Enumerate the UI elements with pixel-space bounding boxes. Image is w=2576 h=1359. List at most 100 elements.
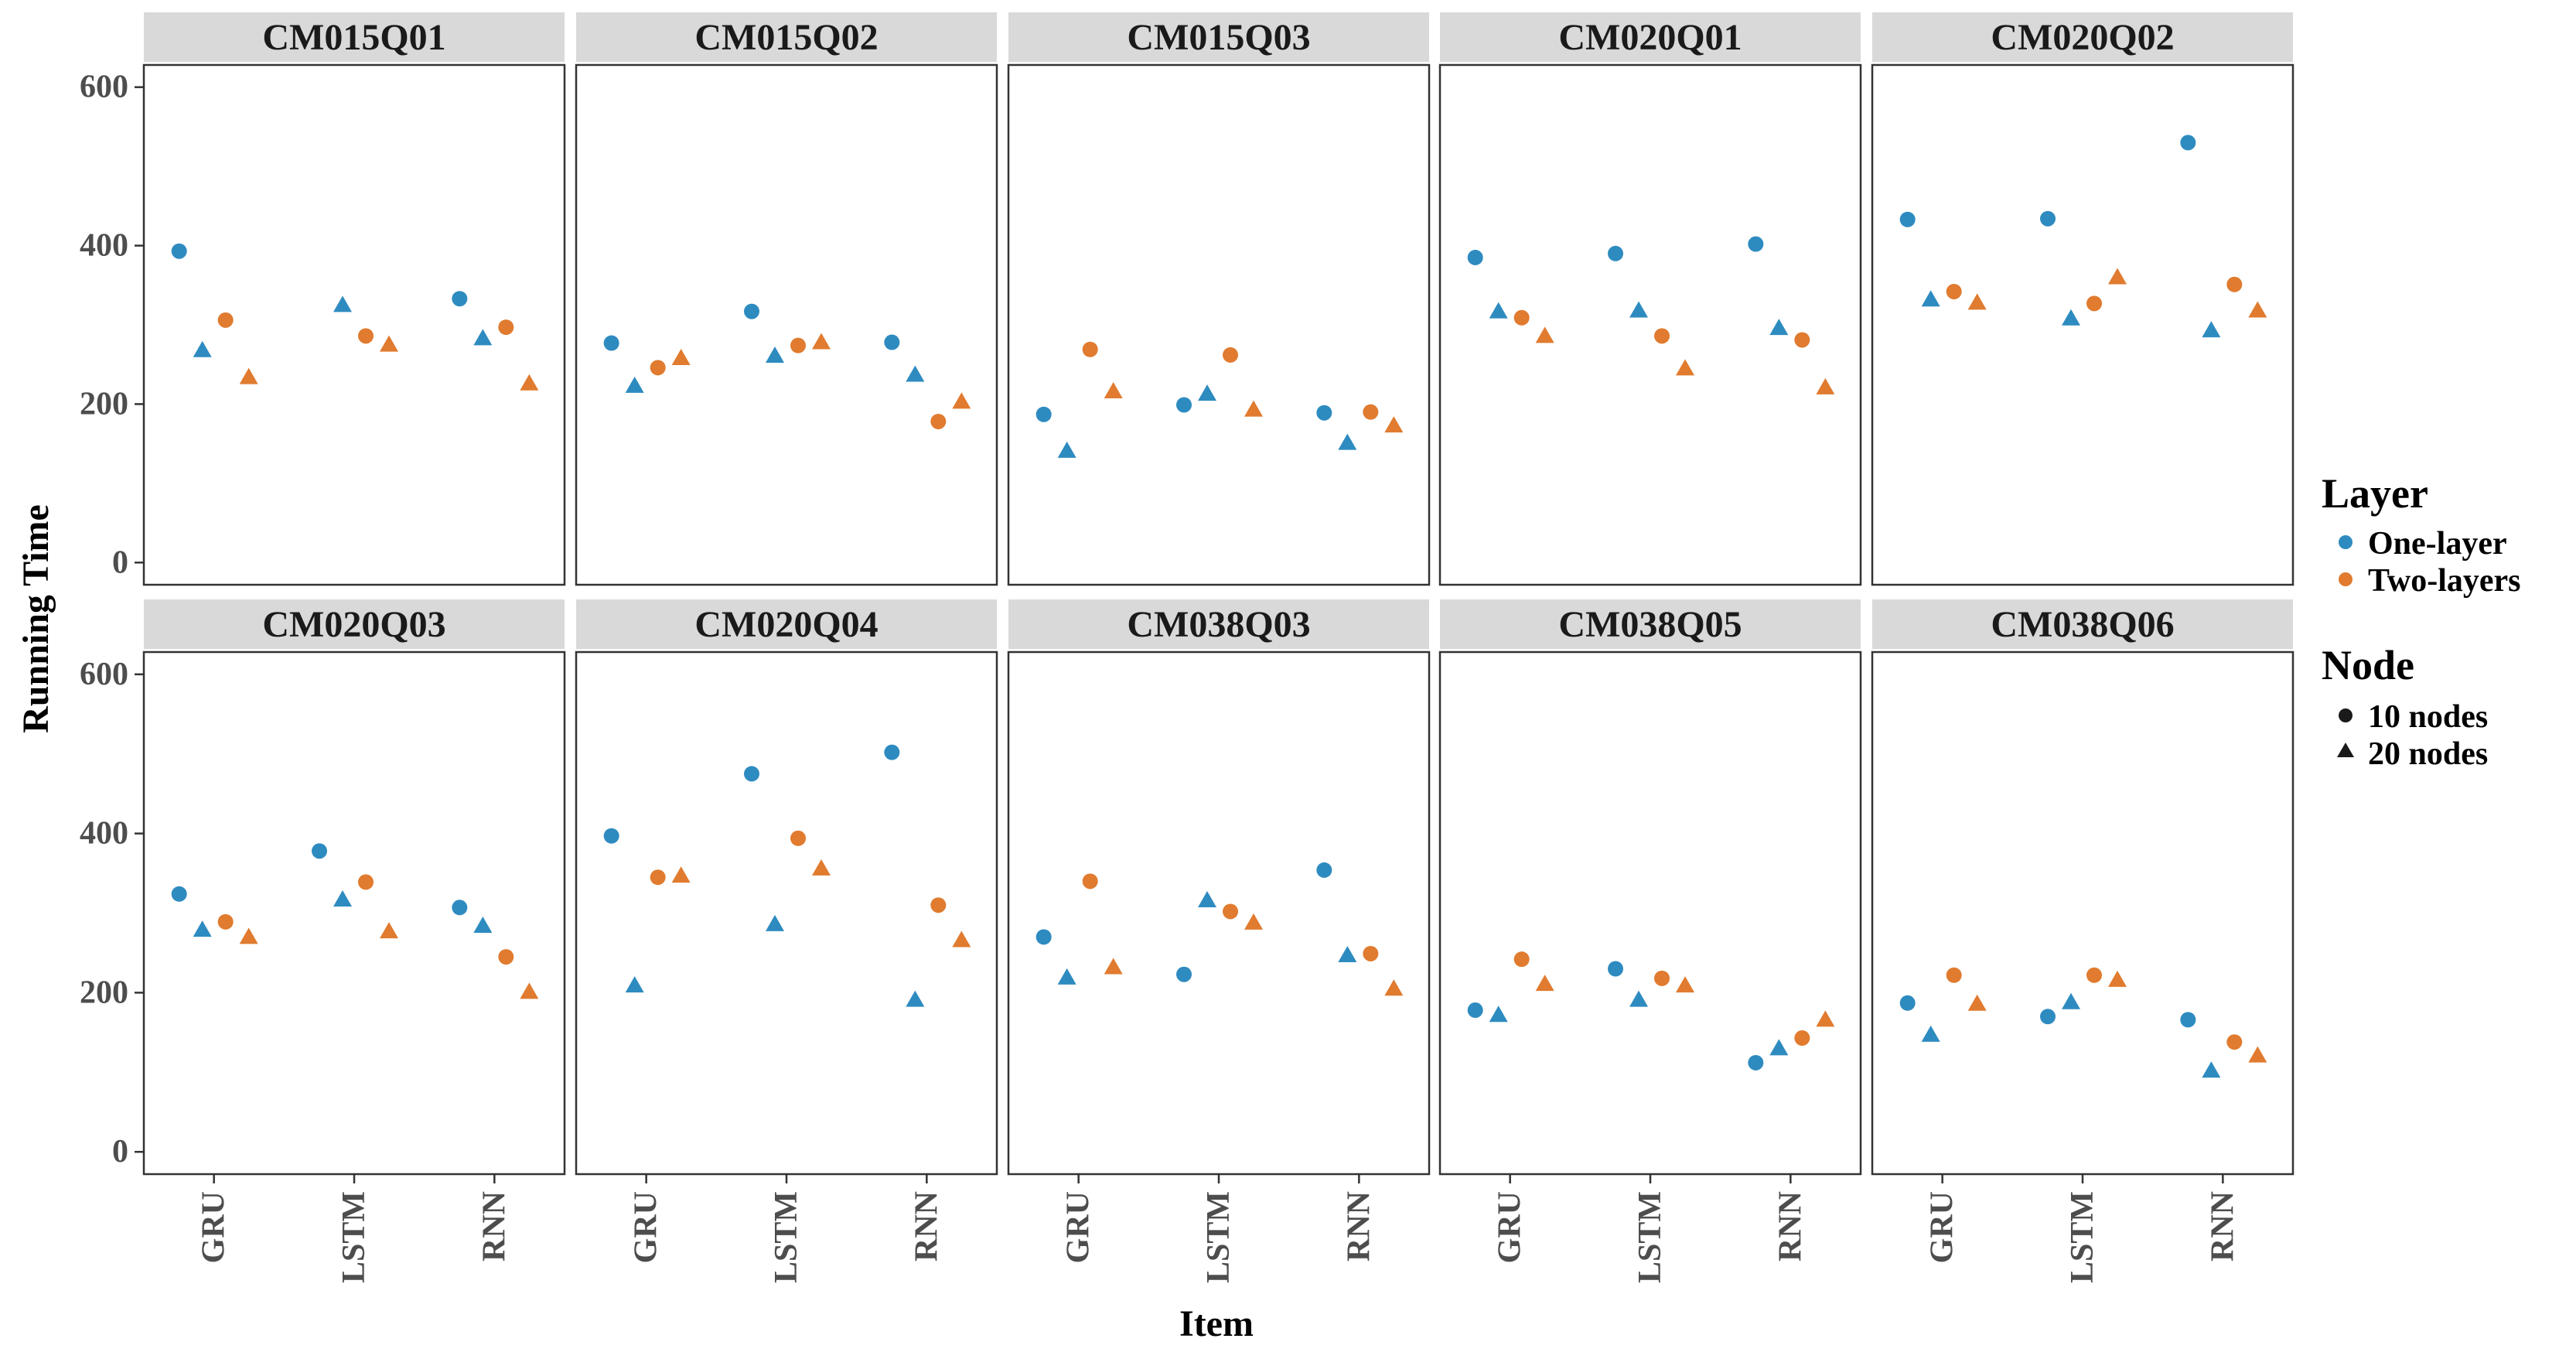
y-tick-label-cm020q03-200: 200 — [80, 975, 128, 1010]
y-tick-label-cm020q03-0: 0 — [112, 1134, 128, 1169]
strip-cm038q06 — [1872, 599, 2293, 649]
point-cm038q05-rnn-two-layers-10-nodes — [1794, 1030, 1810, 1047]
point-cm020q03-lstm-two-layers-10-nodes — [358, 874, 374, 890]
strip-title-cm020q03: CM020Q03 — [262, 604, 445, 645]
point-cm020q03-rnn-one-layer-20-nodes — [473, 916, 493, 933]
point-cm020q01-lstm-two-layers-20-nodes — [1676, 359, 1694, 376]
point-cm020q04-lstm-one-layer-20-nodes — [766, 914, 784, 931]
point-cm038q03-gru-two-layers-20-nodes — [1104, 958, 1123, 975]
point-cm020q03-gru-one-layer-20-nodes — [193, 920, 212, 937]
y-tick-label-cm015q01-200: 200 — [80, 386, 128, 422]
point-cm015q01-rnn-two-layers-20-nodes — [520, 374, 539, 391]
point-cm038q05-rnn-two-layers-20-nodes — [1816, 1010, 1835, 1027]
strip-title-cm020q04: CM020Q04 — [694, 604, 878, 645]
y-tick-label-cm020q03-400: 400 — [80, 816, 128, 852]
legend-one-layer-key — [2339, 535, 2353, 549]
x-tick-label-cm038q05-rnn: RNN — [1772, 1191, 1808, 1262]
point-cm015q01-lstm-two-layers-10-nodes — [358, 328, 374, 344]
strip-cm015q02 — [576, 12, 997, 62]
point-cm020q01-gru-one-layer-20-nodes — [1489, 302, 1508, 319]
point-cm020q02-gru-two-layers-20-nodes — [1967, 293, 1987, 310]
point-cm015q03-gru-two-layers-20-nodes — [1104, 382, 1123, 399]
point-cm020q01-gru-one-layer-10-nodes — [1467, 249, 1483, 265]
point-cm015q01-rnn-one-layer-20-nodes — [473, 329, 493, 346]
strip-title-cm038q03: CM038Q03 — [1127, 604, 1310, 645]
panel-cm038q03: CM038Q03 — [1007, 599, 1431, 1176]
panel-cm020q02: CM020Q02 — [1871, 12, 2295, 586]
point-cm020q02-lstm-two-layers-20-nodes — [2108, 268, 2127, 285]
point-cm020q02-rnn-two-layers-20-nodes — [2248, 301, 2267, 318]
strip-cm020q01 — [1440, 12, 1861, 62]
point-cm038q03-rnn-one-layer-20-nodes — [1338, 946, 1357, 963]
point-cm020q02-gru-two-layers-10-nodes — [1946, 283, 1962, 299]
point-cm020q03-lstm-two-layers-20-nodes — [380, 922, 398, 939]
point-cm020q02-lstm-two-layers-10-nodes — [2086, 295, 2102, 312]
y-tick-label-cm015q01-600: 600 — [80, 70, 128, 105]
strip-title-cm038q05: CM038Q05 — [1558, 604, 1742, 645]
point-cm015q03-gru-one-layer-20-nodes — [1057, 441, 1076, 458]
plot-area-cm015q02 — [575, 63, 998, 586]
point-cm020q02-lstm-one-layer-10-nodes — [2040, 210, 2056, 227]
point-cm038q03-rnn-two-layers-10-nodes — [1363, 945, 1379, 961]
plot-area-cm015q01 — [142, 63, 566, 586]
point-cm038q05-gru-one-layer-20-nodes — [1489, 1006, 1508, 1023]
legend-10-nodes-key — [2339, 709, 2353, 722]
point-cm038q06-gru-two-layers-20-nodes — [1967, 994, 1987, 1011]
point-cm015q01-rnn-one-layer-10-nodes — [452, 291, 468, 307]
point-cm038q05-lstm-one-layer-20-nodes — [1629, 990, 1648, 1007]
point-cm015q03-gru-two-layers-10-nodes — [1082, 341, 1098, 357]
point-cm038q06-rnn-two-layers-10-nodes — [2226, 1034, 2243, 1050]
panel-cm038q06: CM038Q06 — [1871, 599, 2295, 1176]
point-cm015q03-lstm-one-layer-10-nodes — [1176, 397, 1192, 413]
x-tick-label-cm038q06-rnn: RNN — [2205, 1191, 2240, 1262]
point-cm015q02-lstm-one-layer-20-nodes — [766, 346, 784, 363]
point-cm038q03-rnn-one-layer-10-nodes — [1316, 862, 1332, 878]
plot-area-cm020q02 — [1871, 63, 2295, 586]
x-tick-label-cm038q05-lstm: LSTM — [1633, 1191, 1668, 1283]
point-cm038q05-gru-two-layers-10-nodes — [1513, 951, 1530, 968]
strip-cm038q03 — [1008, 599, 1429, 649]
x-tick-label-cm038q03-lstm: LSTM — [1201, 1191, 1237, 1283]
point-cm038q06-lstm-two-layers-10-nodes — [2086, 967, 2102, 983]
point-cm038q06-gru-two-layers-10-nodes — [1946, 967, 1962, 983]
point-cm020q03-gru-one-layer-10-nodes — [171, 886, 187, 902]
point-cm038q05-lstm-two-layers-10-nodes — [1654, 970, 1670, 986]
x-tick-label-cm020q04-lstm: LSTM — [769, 1191, 804, 1283]
point-cm038q03-gru-one-layer-20-nodes — [1057, 968, 1076, 985]
point-cm015q03-rnn-two-layers-20-nodes — [1384, 416, 1404, 433]
point-cm020q04-gru-one-layer-20-nodes — [625, 976, 644, 993]
point-cm015q03-lstm-two-layers-10-nodes — [1223, 347, 1238, 363]
point-cm038q06-rnn-one-layer-10-nodes — [2180, 1012, 2196, 1028]
point-cm015q03-gru-one-layer-10-nodes — [1036, 406, 1052, 422]
y-axis-title: Running Time — [15, 504, 56, 733]
legend-two-layers-key — [2339, 572, 2353, 586]
point-cm020q04-gru-two-layers-10-nodes — [650, 869, 666, 886]
point-cm038q06-lstm-one-layer-20-nodes — [2062, 992, 2080, 1009]
point-cm015q03-rnn-one-layer-20-nodes — [1338, 433, 1357, 450]
point-cm020q02-rnn-one-layer-20-nodes — [2202, 321, 2221, 338]
plot-area-cm020q03 — [142, 650, 566, 1176]
point-cm020q03-rnn-two-layers-10-nodes — [498, 949, 514, 965]
point-cm038q06-gru-one-layer-20-nodes — [1921, 1025, 1940, 1042]
strip-cm020q02 — [1872, 12, 2293, 62]
point-cm020q03-rnn-two-layers-20-nodes — [520, 982, 539, 999]
point-cm038q05-rnn-one-layer-10-nodes — [1748, 1054, 1764, 1070]
point-cm015q02-rnn-two-layers-10-nodes — [930, 413, 947, 429]
point-cm038q03-lstm-one-layer-10-nodes — [1176, 966, 1192, 982]
x-tick-label-cm020q03-lstm: LSTM — [336, 1191, 372, 1283]
point-cm038q03-gru-one-layer-10-nodes — [1036, 929, 1052, 945]
point-cm015q02-rnn-two-layers-20-nodes — [952, 392, 971, 409]
x-axes: GRU LSTM RNN GRU LSTM RNN GRU LSTM RNN GRU LSTM RNN… — [196, 1174, 2240, 1283]
point-cm020q04-lstm-one-layer-10-nodes — [744, 766, 759, 782]
plot-area-cm020q04 — [575, 650, 998, 1176]
point-cm020q03-rnn-one-layer-10-nodes — [452, 900, 468, 916]
plot-area-cm038q05 — [1438, 650, 1862, 1176]
x-tick-label-cm038q03-rnn: RNN — [1341, 1191, 1377, 1262]
strip-cm015q01 — [144, 12, 565, 62]
point-cm020q03-lstm-one-layer-10-nodes — [312, 843, 327, 859]
point-cm015q02-gru-two-layers-10-nodes — [650, 360, 666, 376]
point-cm020q01-gru-two-layers-20-nodes — [1535, 326, 1554, 343]
strip-cm015q03 — [1008, 12, 1429, 62]
plot-area-cm015q03 — [1007, 63, 1431, 586]
point-cm015q02-rnn-one-layer-10-nodes — [884, 334, 900, 350]
